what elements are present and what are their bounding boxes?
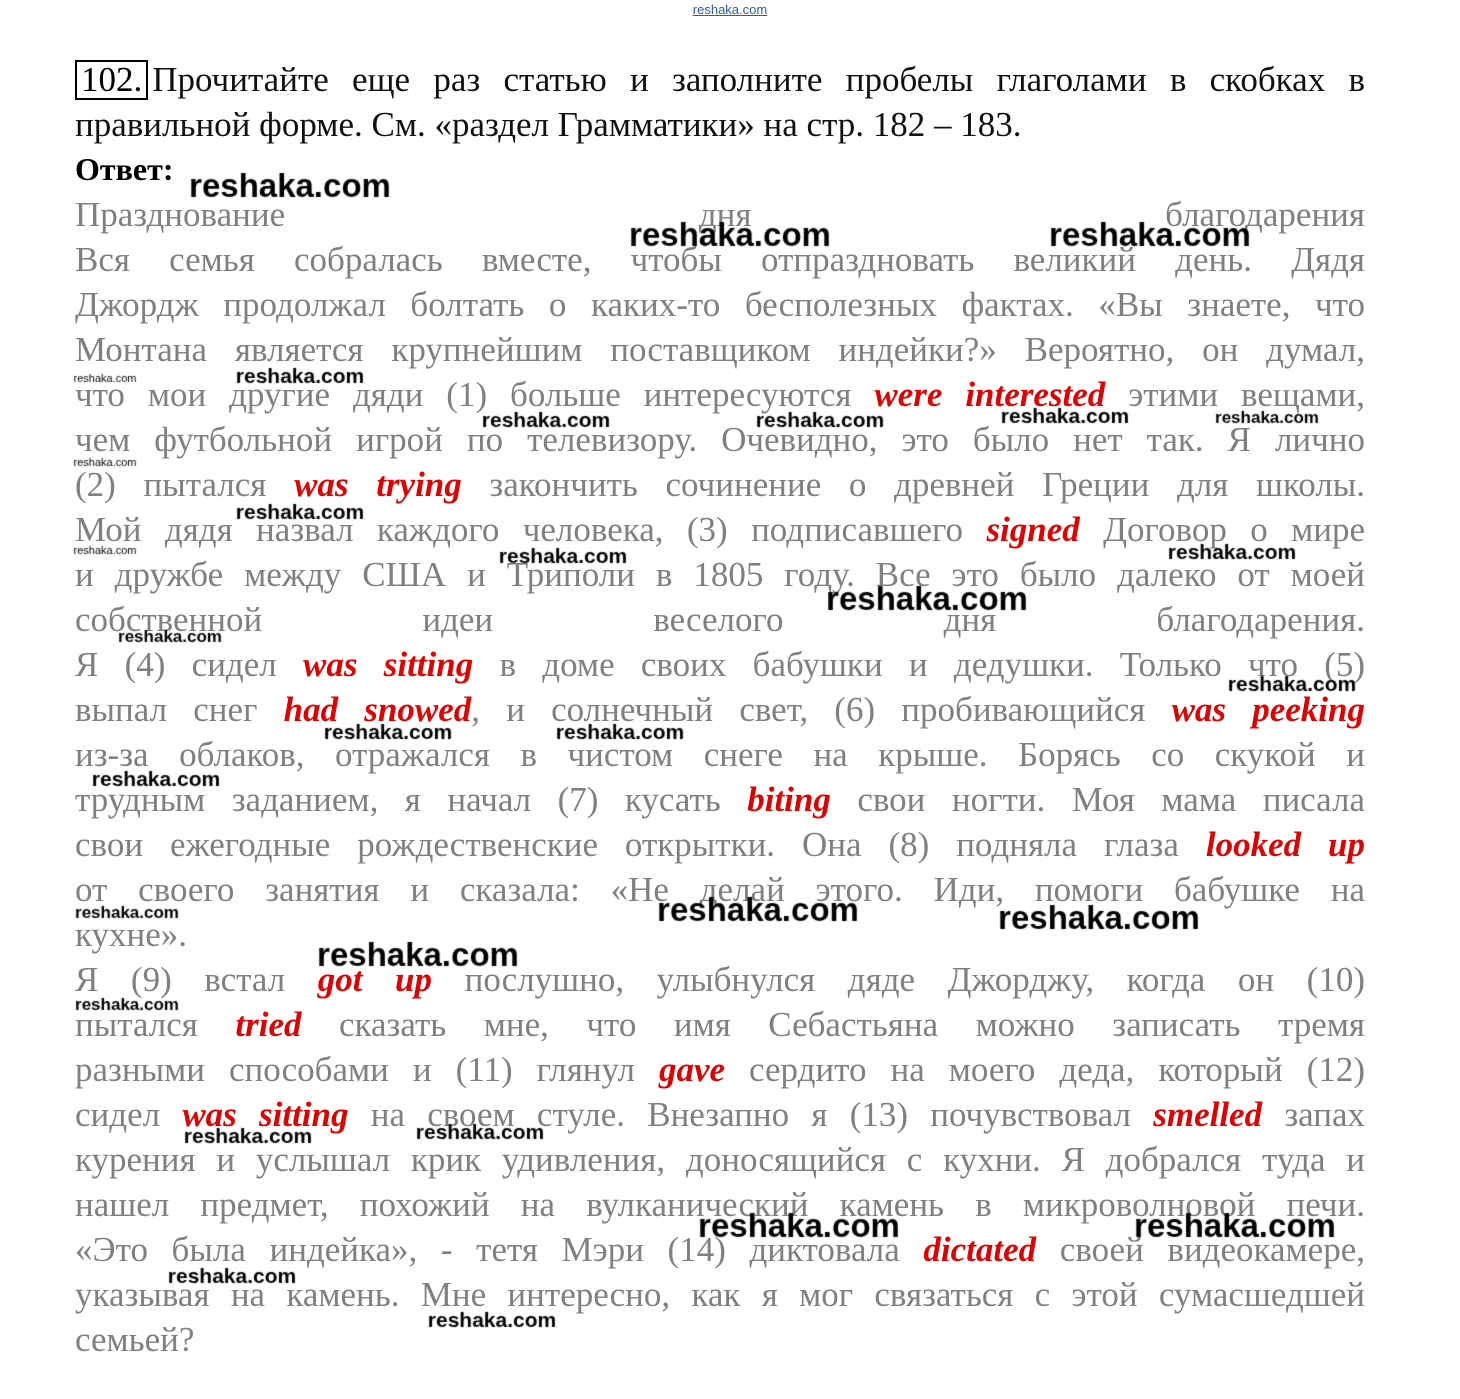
site-header-link[interactable]: reshaka.com: [692, 2, 768, 17]
text-line: семьей?: [75, 1317, 1365, 1362]
text-line: собственной идеи веселого дня благодарен…: [75, 597, 1365, 642]
answer-verb: had snowed: [283, 690, 472, 729]
text-line: указывая на камень. Мне интересно, как я…: [75, 1272, 1365, 1317]
text-segment: Мой дядя назвал каждого человека, (3) по…: [75, 510, 987, 549]
text-line: «Это была индейка», - тетя Мэри (14) дик…: [75, 1227, 1365, 1272]
text-segment: Монтана является крупнейшим поставщиком …: [75, 330, 1365, 369]
text-segment: Я (4) сидел: [75, 645, 304, 684]
text-segment: свои ногти. Моя мама писала: [830, 780, 1365, 819]
text-segment: собственной идеи веселого дня благодарен…: [75, 600, 1365, 639]
text-line: нашел предмет, похожий на вулканический …: [75, 1182, 1365, 1227]
text-line: что мои другие дяди (1) больше интересую…: [75, 372, 1365, 417]
text-line: от своего занятия и сказала: «Не делай э…: [75, 867, 1365, 912]
exercise-document: 102. Прочитайте еще раз статью и заполнит…: [75, 57, 1365, 1362]
text-segment: и дружбе между США и Триполи в 1805 году…: [75, 555, 1365, 594]
answer-verb: dictated: [923, 1230, 1037, 1269]
text-line: Джордж продолжал болтать о каких-то бесп…: [75, 282, 1365, 327]
text-segment: запах: [1262, 1095, 1365, 1134]
answer-verb: was sitting: [182, 1095, 349, 1134]
text-line: Я (9) встал got up послушно, улыбнулся д…: [75, 957, 1365, 1002]
text-line: курения и услышал крик удивления, донося…: [75, 1137, 1365, 1182]
text-line: и дружбе между США и Триполи в 1805 году…: [75, 552, 1365, 597]
text-line: разными способами и (11) глянул gave сер…: [75, 1047, 1365, 1092]
text-segment: кухне».: [75, 915, 188, 954]
text-segment: указывая на камень. Мне интересно, как я…: [75, 1275, 1365, 1314]
instruction-text: Прочитайте еще раз статью и заполните пр…: [152, 60, 1365, 99]
answer-verb: were interested: [874, 375, 1106, 414]
text-segment: «Это была индейка», - тетя Мэри (14) дик…: [75, 1230, 924, 1269]
text-segment: сердито на моего деда, который (12): [725, 1050, 1365, 1089]
text-line: (2) пытался was trying закончить сочинен…: [75, 462, 1365, 507]
text-segment: (2) пытался: [75, 465, 295, 504]
text-segment: нашел предмет, похожий на вулканический …: [75, 1185, 1365, 1224]
answer-verb: looked up: [1205, 825, 1365, 864]
answer-verb: biting: [747, 780, 831, 819]
text-segment: свои ежегодные рождественские открытки. …: [75, 825, 1206, 864]
answer-verb: was peeking: [1171, 690, 1365, 729]
text-segment: чем футбольной игрой по телевизору. Очев…: [75, 420, 1365, 459]
exercise-number: 102.: [75, 60, 149, 100]
text-segment: Вся семья собралась вместе, чтобы отпраз…: [75, 240, 1365, 279]
text-segment: из-за облаков, отражался в чистом снеге …: [75, 735, 1365, 774]
answer-verb: was sitting: [303, 645, 474, 684]
text-segment: , и солнечный свет, (6) пробивающийся: [471, 690, 1172, 729]
text-segment: Я (9) встал: [75, 960, 318, 999]
text-segment: курения и услышал крик удивления, донося…: [75, 1140, 1365, 1179]
answer-label: Ответ:: [75, 151, 174, 187]
text-segment: в доме своих бабушки и дедушки. Только ч…: [473, 645, 1366, 684]
text-line: кухне».: [75, 912, 1365, 957]
text-segment: послушно, улыбнулся дяде Джорджу, когда …: [432, 960, 1365, 999]
text-segment: Договор о мире: [1079, 510, 1366, 549]
text-segment: Джордж продолжал болтать о каких-то бесп…: [75, 285, 1365, 324]
answer-verb: got up: [317, 960, 433, 999]
text-segment: семьей?: [75, 1320, 195, 1359]
text-segment: этими вещами,: [1105, 375, 1365, 414]
text-line: из-за облаков, отражался в чистом снеге …: [75, 732, 1365, 777]
answer-verb: smelled: [1153, 1095, 1263, 1134]
answer-verb: was trying: [294, 465, 462, 504]
text-segment: разными способами и (11) глянул: [75, 1050, 659, 1089]
text-segment: что мои другие дяди (1) больше интересую…: [75, 375, 875, 414]
text-line: сидел was sitting на своем стуле. Внезап…: [75, 1092, 1365, 1137]
text-segment: от своего занятия и сказала: «Не делай э…: [75, 870, 1365, 909]
instruction-line: 102. Прочитайте еще раз статью и заполнит…: [75, 57, 1365, 102]
text-segment: выпал снег: [75, 690, 284, 729]
text-segment: пытался: [75, 1005, 236, 1044]
text-line: Я (4) сидел was sitting в доме своих баб…: [75, 642, 1365, 687]
text-line: выпал снег had snowed, и солнечный свет,…: [75, 687, 1365, 732]
text-line: свои ежегодные рождественские открытки. …: [75, 822, 1365, 867]
text-line: Мой дядя назвал каждого человека, (3) по…: [75, 507, 1365, 552]
answer-verb: tried: [235, 1005, 302, 1044]
text-segment: на своем стуле. Внезапно я (13) почувств…: [348, 1095, 1154, 1134]
answer-verb: gave: [658, 1050, 726, 1089]
text-line: чем футбольной игрой по телевизору. Очев…: [75, 417, 1365, 462]
text-segment: сказать мне, что имя Себастьяна можно за…: [301, 1005, 1365, 1044]
text-line: Монтана является крупнейшим поставщиком …: [75, 327, 1365, 372]
text-line: трудным заданием, я начал (7) кусать bit…: [75, 777, 1365, 822]
text-segment: трудным заданием, я начал (7) кусать: [75, 780, 748, 819]
text-line: пытался tried сказать мне, что имя Себас…: [75, 1002, 1365, 1047]
answer-verb: signed: [986, 510, 1080, 549]
text-segment: своей видеокамере,: [1036, 1230, 1365, 1269]
text-segment: сидел: [75, 1095, 183, 1134]
text-segment: закончить сочинение о древней Греции для…: [461, 465, 1365, 504]
text-segment: Празднование дня благодарения: [75, 195, 1365, 234]
text-line: Вся семья собралась вместе, чтобы отпраз…: [75, 237, 1365, 282]
instruction-line: правильной форме. См. «раздел Грамматики…: [75, 105, 1022, 144]
text-line: Празднование дня благодарения: [75, 192, 1365, 237]
answer-text: Празднование дня благодарения Вся семья с…: [75, 192, 1365, 1362]
